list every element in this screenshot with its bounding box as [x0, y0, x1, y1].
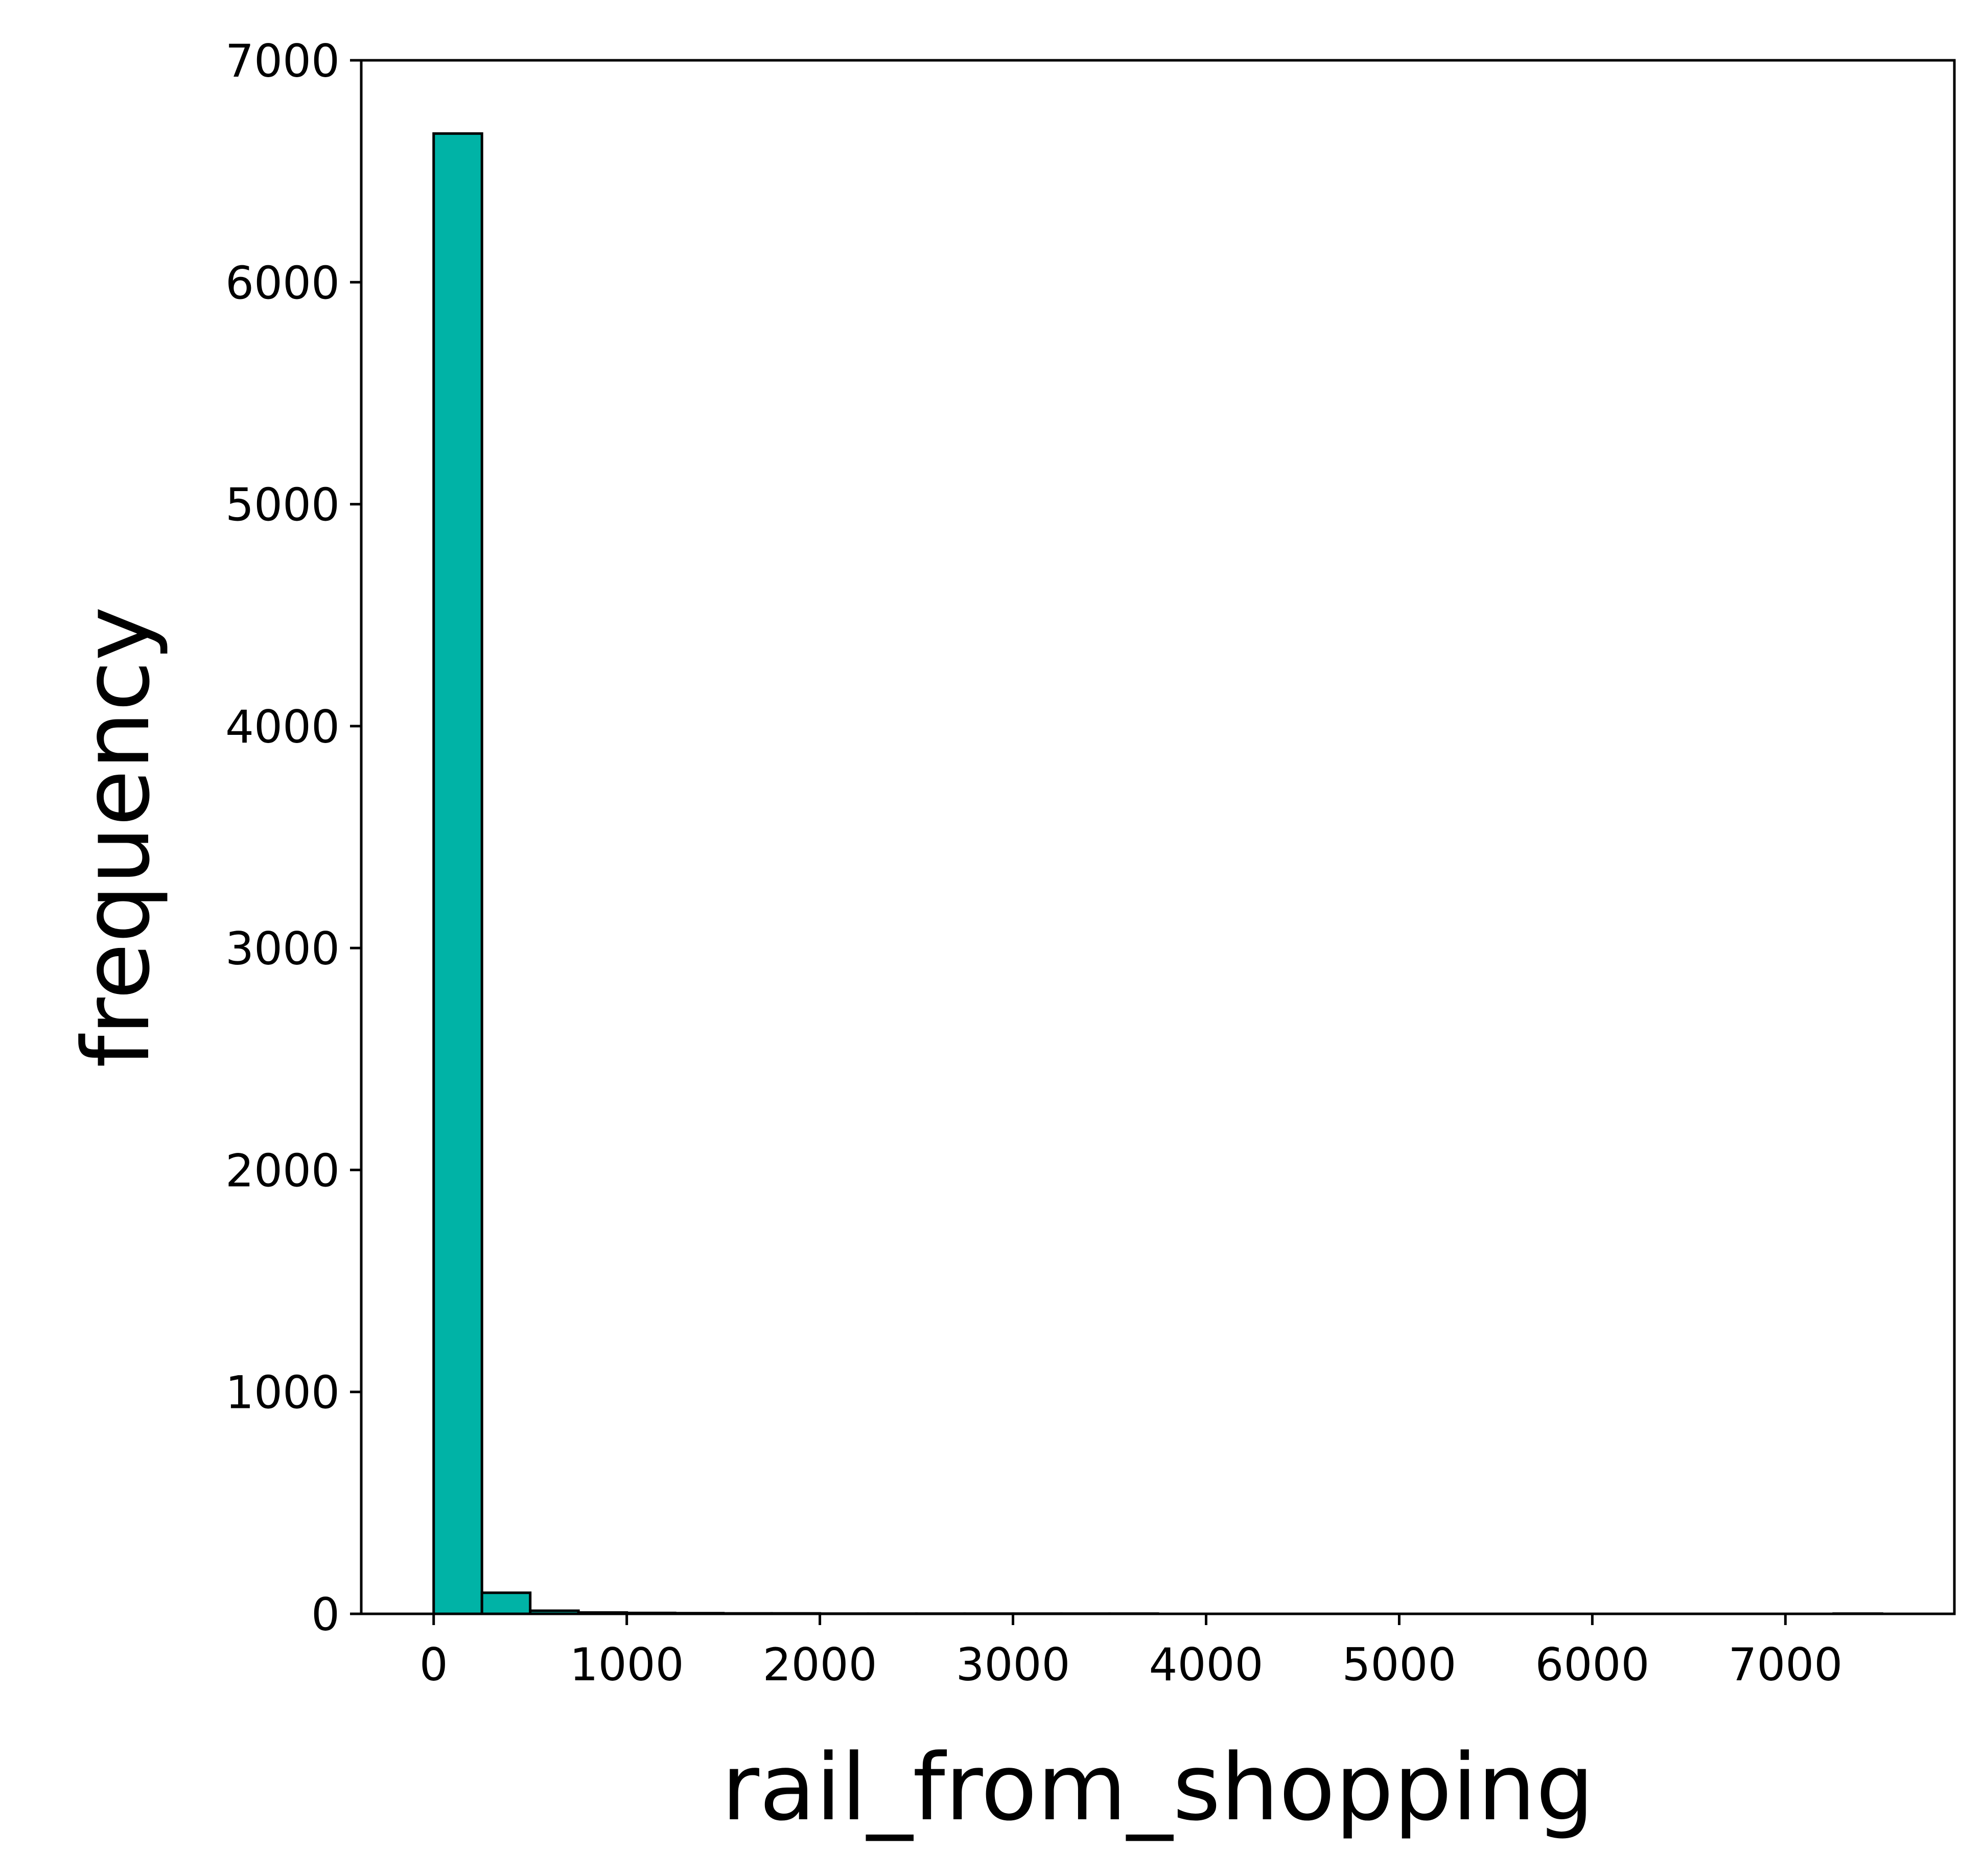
histogram-bar	[432, 132, 483, 1615]
x-tick-label: 4000	[1149, 1638, 1264, 1691]
y-tick-label: 0	[311, 1588, 340, 1641]
x-tick-label: 0	[419, 1638, 448, 1691]
y-tick-label: 6000	[225, 257, 340, 309]
histogram-bar	[480, 1591, 532, 1615]
y-tick-label: 3000	[225, 922, 340, 975]
x-tick-label: 2000	[763, 1638, 877, 1691]
x-tick-label: 3000	[956, 1638, 1070, 1691]
y-tick-label: 7000	[225, 35, 340, 87]
x-tick-label: 6000	[1535, 1638, 1649, 1691]
x-axis-label: rail_from_shopping	[721, 1734, 1594, 1841]
y-tick-label: 4000	[225, 701, 340, 753]
x-tick-label: 5000	[1342, 1638, 1456, 1691]
y-ticks-group: 0 1000 2000 3000 4000 5000 6000 7000	[225, 35, 361, 1641]
x-tick-label: 7000	[1728, 1638, 1842, 1691]
plot-area	[361, 60, 1954, 1614]
y-tick-label: 5000	[225, 479, 340, 531]
x-tick-label: 1000	[570, 1638, 684, 1691]
plot-frame	[360, 59, 1956, 1615]
y-tick-label: 2000	[225, 1144, 340, 1197]
y-tick-label: 1000	[225, 1367, 340, 1419]
x-ticks-group: 0 1000 2000 3000 4000 5000 6000 7000	[419, 1614, 1842, 1691]
y-axis-label: frequency	[63, 607, 170, 1068]
